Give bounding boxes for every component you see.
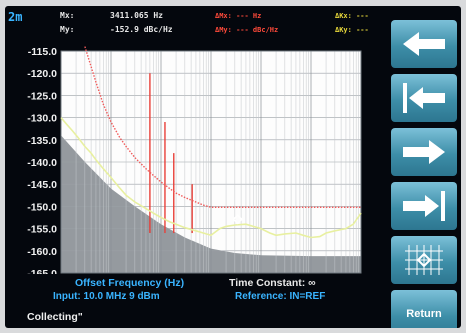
y-tick-label: -130.0 [27, 113, 57, 125]
mode-indicator[interactable]: 2m [8, 10, 23, 24]
measured-trace [60, 117, 362, 239]
y-tick-label: -145.0 [27, 179, 57, 191]
arrow-right-to-bar-icon [403, 191, 445, 221]
jump-end-button[interactable] [391, 182, 457, 230]
arrow-right-icon [403, 140, 445, 164]
phase-noise-plot[interactable]: -115.0 -120.0 -125.0 -130.0 -135.0 -140.0 -145… [5, 6, 390, 274]
y-tick-label: -140.0 [27, 157, 57, 169]
marker-point[interactable] [232, 214, 243, 225]
analyzer-screen: 2m Mx: 3411.065 Hz My: -152.9 dBc/Hz ΔMx… [5, 6, 461, 328]
jump-start-button[interactable] [391, 74, 457, 122]
time-constant: Time Constant: ∞ [229, 277, 316, 289]
marker-group[interactable] [232, 214, 243, 225]
marker-readout: 2m Mx: 3411.065 Hz My: -152.9 dBc/Hz ΔMx… [5, 6, 390, 46]
my-value: -152.9 dBc/Hz [110, 25, 173, 34]
info-panel: Offset Frequency (Hz) Time Constant: ∞ I… [5, 274, 390, 328]
reference-info: Reference: IN=REF [235, 291, 326, 302]
y-tick-label: -165.0 [27, 268, 57, 274]
return-label: Return [406, 308, 442, 320]
status-text: Collecting" [27, 311, 83, 323]
y-tick-label: -135.0 [27, 135, 57, 147]
return-button[interactable]: Return [391, 290, 457, 328]
marker-crosshair-icon [405, 245, 443, 275]
mx-value: 3411.065 Hz [110, 11, 163, 20]
delta-my-readout: ΔMy: --- dBc/Hz [215, 26, 279, 34]
my-label: My: [60, 25, 75, 34]
y-tick-label: -160.0 [27, 246, 57, 258]
grid-lines [60, 50, 362, 274]
y-tick-label: -125.0 [27, 90, 57, 102]
mx-label: Mx: [60, 11, 75, 20]
delta-ky-readout: ΔKy: --- [335, 26, 369, 34]
plot-border [60, 50, 362, 274]
arrow-left-to-bar-icon [403, 83, 445, 113]
y-tick-label: -155.0 [27, 224, 57, 236]
marker-grid-button[interactable] [391, 236, 457, 284]
x-axis-title: Offset Frequency (Hz) [75, 277, 185, 289]
arrow-left-icon [403, 32, 445, 56]
spur-lines [149, 73, 193, 234]
y-tick-labels: -115.0 -120.0 -125.0 -130.0 -135.0 -140.0 -145… [27, 46, 57, 274]
input-info: Input: 10.0 MHz 9 dBm [53, 291, 160, 302]
y-tick-label: -150.0 [27, 201, 57, 213]
y-tick-label: -115.0 [28, 46, 57, 58]
delta-mx-readout: ΔMx: --- Hz [215, 12, 262, 20]
delta-kx-readout: ΔKx: --- [335, 12, 369, 20]
scroll-right-button[interactable] [391, 128, 457, 176]
noise-floor-area [61, 135, 361, 273]
trace-lines [60, 46, 362, 239]
y-tick-label: -120.0 [27, 68, 57, 80]
limit-trace [84, 46, 361, 209]
scroll-left-button[interactable] [391, 20, 457, 68]
